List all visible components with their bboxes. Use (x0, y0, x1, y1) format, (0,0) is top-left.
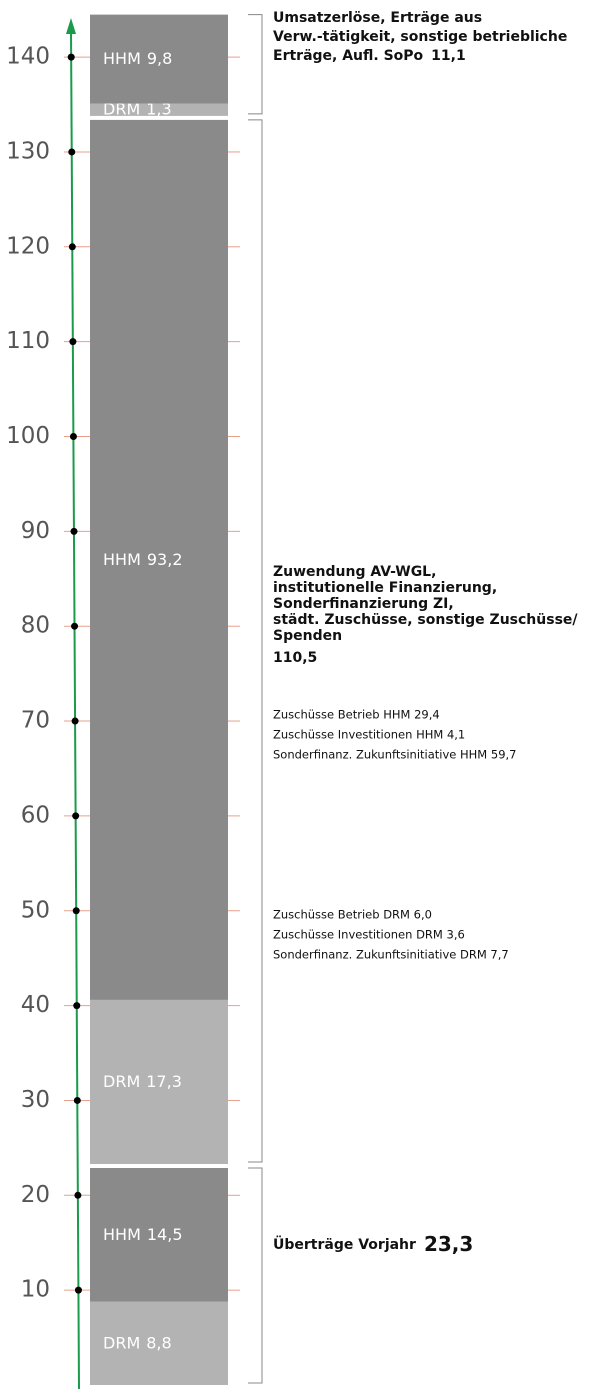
bar-segment (90, 1167, 228, 1302)
group-label: Spenden (273, 628, 342, 644)
tick-dot (73, 1002, 81, 1010)
detail-line: Zuschüsse Betrieb DRM 6,0 (273, 908, 432, 922)
segment-value: 1,3 (146, 99, 171, 118)
segment-name: DRM (103, 99, 140, 118)
tick-dot (73, 1096, 81, 1104)
segment-name: HHM (103, 549, 141, 568)
tick-dot (71, 717, 79, 725)
y-axis (70, 29, 80, 1389)
detail-line: Sonderfinanz. Zukunftsinitiative DRM 7,7 (273, 948, 509, 962)
tick-dot (70, 527, 78, 535)
segment-value: 8,8 (146, 1333, 171, 1352)
y-tick-label: 40 (21, 992, 50, 1018)
bar-segment (90, 14, 228, 104)
segment-value: 93,2 (147, 549, 183, 568)
segment-value: 17,3 (146, 1071, 182, 1090)
segment-label: DRM 1,3 (103, 99, 172, 118)
group-label: Umsatzerlöse, Erträge aus (273, 10, 482, 26)
group-label: Überträge Vorjahr 23,3 (273, 1232, 473, 1256)
y-tick-label: 120 (6, 233, 50, 259)
y-tick-label: 130 (6, 138, 50, 164)
detail-line: Zuschüsse Investitionen HHM 4,1 (273, 728, 465, 742)
group-label: Verw.-tätigkeit, sonstige betriebliche (273, 29, 567, 45)
segment-name: DRM (103, 1333, 140, 1352)
tick-dot (71, 622, 79, 630)
y-tick-label: 10 (21, 1277, 50, 1303)
tick-dot (67, 53, 75, 61)
group-label: Erträge, Aufl. SoPo 11,1 (273, 48, 466, 64)
detail-line: Zuschüsse Investitionen DRM 3,6 (273, 928, 465, 942)
segment-name: HHM (103, 1224, 141, 1243)
group-total: 23,3 (424, 1232, 473, 1256)
group-bracket (248, 14, 263, 115)
segment-name: HHM (103, 49, 141, 68)
segment-name: DRM (103, 1071, 140, 1090)
y-tick-label: 140 (6, 44, 50, 70)
group-total: 11,1 (431, 48, 466, 64)
detail-line: Zuschüsse Betrieb HHM 29,4 (273, 708, 440, 722)
y-tick-label: 50 (21, 897, 50, 923)
detail-line: Sonderfinanz. Zukunftsinitiative HHM 59,… (273, 748, 517, 762)
group-label: institutionelle Finanzierung, (273, 580, 497, 596)
tick-dot (74, 1286, 82, 1294)
group-total: 110,5 (273, 650, 317, 666)
group-label: Zuwendung AV-WGL, (273, 564, 436, 580)
bar-segment (90, 103, 228, 116)
y-tick-label: 30 (21, 1087, 50, 1113)
y-tick-label: 90 (21, 518, 50, 544)
tick-dot (69, 338, 77, 346)
tick-dot (68, 148, 76, 156)
bar-segment (90, 999, 228, 1164)
tick-dot (72, 907, 80, 915)
segment-label: HHM 14,5 (103, 1224, 183, 1243)
group-label: Sonderfinanzierung ZI, (273, 596, 454, 612)
y-tick-label: 60 (21, 802, 50, 828)
tick-dot (72, 812, 80, 820)
segment-label: DRM 17,3 (103, 1071, 182, 1090)
segment-label: DRM 8,8 (103, 1333, 172, 1352)
bar-segment (90, 119, 228, 1000)
group-bracket (248, 119, 263, 1163)
segment-value: 14,5 (147, 1224, 183, 1243)
y-tick-label: 70 (21, 708, 50, 734)
y-tick-label: 20 (21, 1182, 50, 1208)
segment-label: HHM 93,2 (103, 549, 183, 568)
y-tick-label: 100 (6, 423, 50, 449)
axis-arrow (66, 18, 76, 34)
group-bracket (248, 1167, 263, 1384)
bar-segment (90, 1301, 228, 1385)
segment-label: HHM 9,8 (103, 49, 172, 68)
y-tick-label: 110 (6, 328, 50, 354)
tick-dot (74, 1191, 82, 1199)
y-tick-label: 80 (21, 613, 50, 639)
segment-value: 9,8 (147, 49, 172, 68)
tick-dot (69, 433, 77, 440)
tick-dot (68, 243, 76, 251)
group-label: städt. Zuschüsse, sonstige Zuschüsse/ (273, 612, 578, 628)
